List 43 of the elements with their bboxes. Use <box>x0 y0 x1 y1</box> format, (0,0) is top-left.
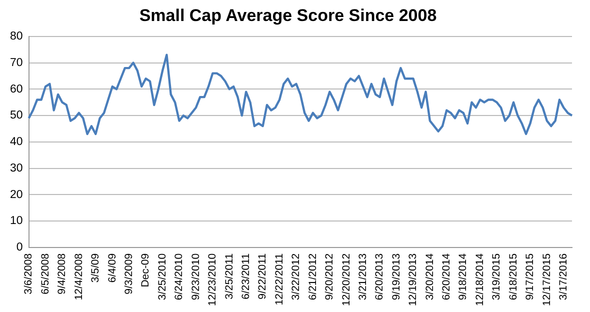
x-tick-label: 6/21/2012 <box>306 253 319 300</box>
y-tick-label: 0 <box>16 242 23 254</box>
chart-title: Small Cap Average Score Since 2008 <box>139 6 437 25</box>
x-tick-label: 12/17/2015 <box>540 253 553 306</box>
x-tick-label: 3/25/2010 <box>156 253 168 300</box>
y-tick-label: 50 <box>10 110 23 122</box>
x-tick-label: 6/4/09 <box>106 253 118 283</box>
y-tick-label: 70 <box>10 56 23 69</box>
x-tick-label: 12/22/2011 <box>273 253 286 306</box>
y-tick-label: 30 <box>10 162 23 174</box>
x-tick-label: 3/17/2016 <box>558 253 570 300</box>
x-tick-label: 6/20/2013 <box>374 253 386 300</box>
x-tick-label: 9/18/2014 <box>457 253 470 300</box>
x-tick-label: 6/24/2010 <box>173 253 186 300</box>
x-tick-label: 9/4/2008 <box>56 253 68 294</box>
x-tick-label: 3/20/2014 <box>424 253 436 300</box>
y-tick-label: 20 <box>10 188 23 201</box>
x-tick-label: 6/23/2011 <box>240 253 252 300</box>
y-tick-label: 40 <box>10 136 23 148</box>
x-tick-label: 12/18/2014 <box>474 253 486 306</box>
y-tick-label: 10 <box>10 215 23 228</box>
x-tick-label: 12/19/2013 <box>407 253 420 306</box>
x-tick-label: 3/6/2008 <box>22 253 35 294</box>
x-tick-label: 3/25/2011 <box>223 253 236 300</box>
x-tick-label: 12/23/2010 <box>206 253 219 306</box>
x-tick-label: 12/4/2008 <box>72 253 85 300</box>
x-tick-label: Dec-09 <box>140 253 152 288</box>
x-tick-label: 3/19/2015 <box>490 253 503 300</box>
x-tick-label: 6/5/2008 <box>39 253 52 294</box>
x-tick-label: 9/22/2011 <box>256 253 269 300</box>
x-tick-label: 3/21/2013 <box>356 253 369 300</box>
x-tick-label: 9/23/2010 <box>190 253 202 300</box>
x-tick-label: 9/19/2013 <box>390 253 402 300</box>
x-tick-label: 3/22/2012 <box>290 253 302 300</box>
y-tick-label: 80 <box>10 30 23 43</box>
x-tick-label: 6/20/2014 <box>440 253 453 300</box>
x-tick-label: 9/3/2009 <box>122 253 135 294</box>
x-tick-label: 9/20/2012 <box>324 253 336 300</box>
x-tick-label: 3/5/09 <box>90 253 102 283</box>
x-tick-label: 12/20/2012 <box>340 253 352 306</box>
x-tick-label: 6/18/2015 <box>507 253 520 300</box>
x-tick-label: 9/17/2015 <box>524 253 536 300</box>
y-tick-label: 60 <box>10 83 23 96</box>
